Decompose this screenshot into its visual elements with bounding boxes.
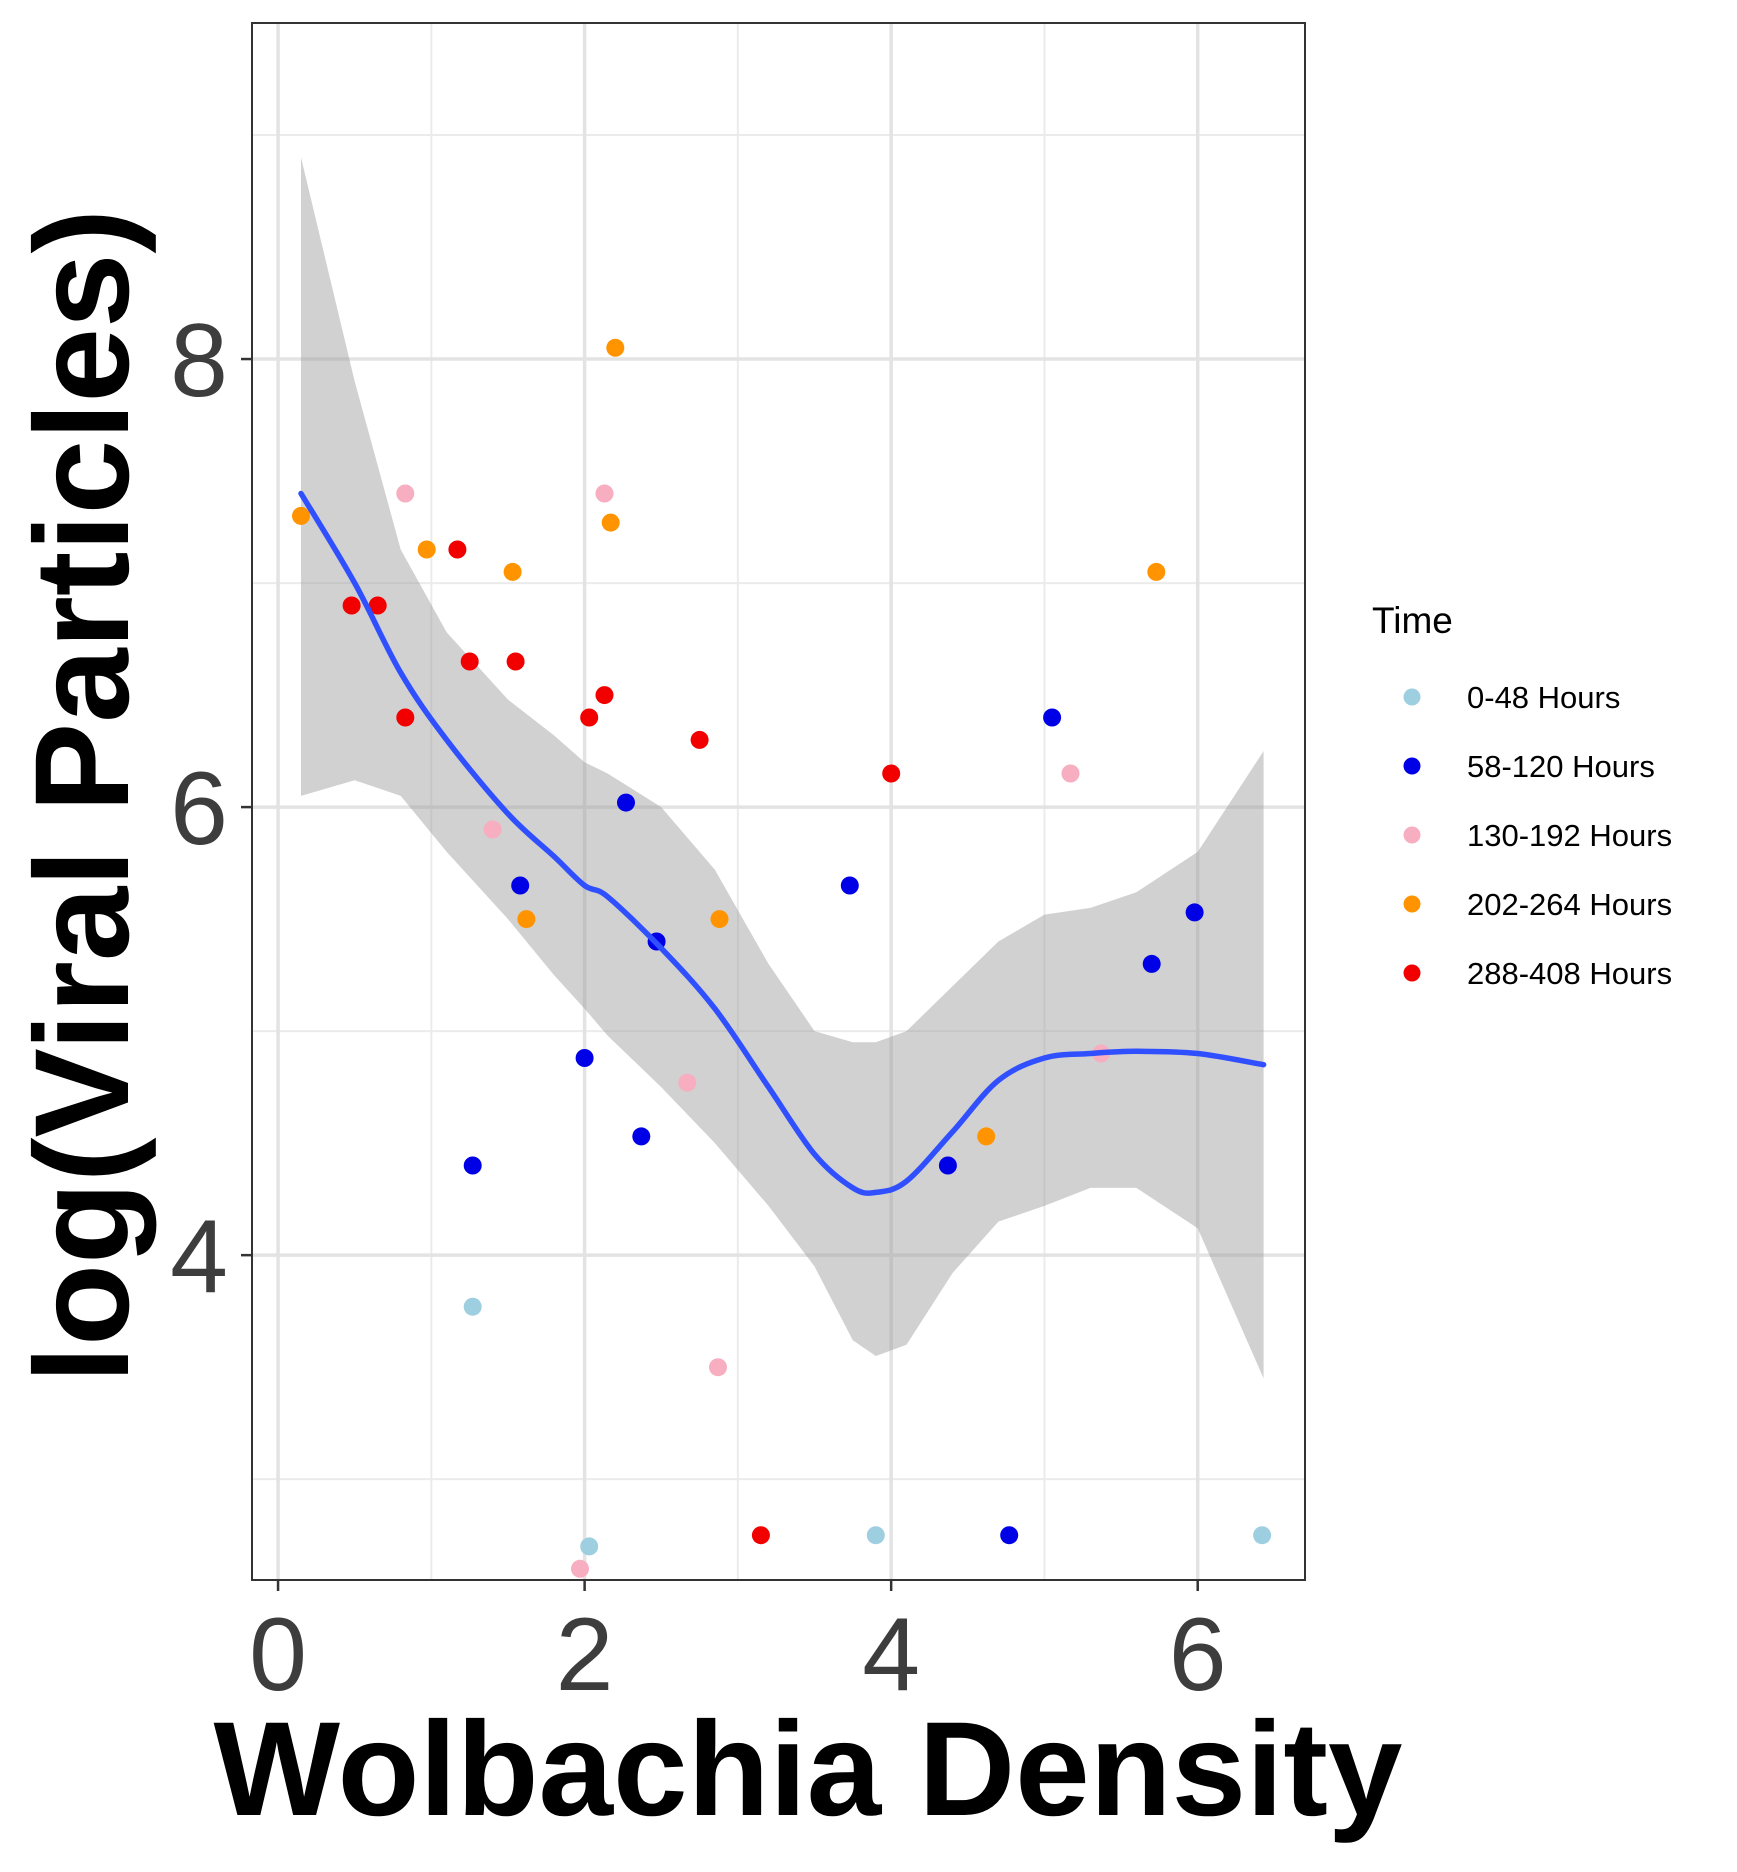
- data-point: [1142, 954, 1161, 973]
- y-tick-label: 4: [170, 1199, 228, 1315]
- data-point: [606, 338, 625, 357]
- legend-label: 202-264 Hours: [1467, 887, 1672, 922]
- confidence-band: [301, 157, 1264, 1379]
- series-2: [463, 708, 1204, 1545]
- legend-label: 288-408 Hours: [1467, 956, 1672, 991]
- legend-label: 130-192 Hours: [1467, 818, 1672, 853]
- data-point: [463, 1156, 482, 1175]
- data-point: [1043, 708, 1062, 727]
- data-point: [511, 876, 530, 895]
- series-1: [463, 1297, 1272, 1556]
- grid-lines: [252, 23, 1305, 1580]
- data-point: [690, 730, 709, 749]
- legend-key: [1403, 895, 1421, 913]
- x-tick-label: 6: [1169, 1597, 1227, 1713]
- data-points: [292, 338, 1272, 1578]
- data-point: [1000, 1526, 1019, 1545]
- axes: 0 2 4 6 4 6 8: [170, 303, 1226, 1713]
- legend-items: 0-48 Hours 58-120 Hours 130-192 Hours 202-2…: [1403, 680, 1672, 991]
- data-point: [709, 1358, 727, 1377]
- y-tick-label: 6: [170, 751, 228, 867]
- data-point: [368, 596, 387, 615]
- smooth-line: [298, 490, 1267, 1196]
- x-tick-label: 2: [556, 1597, 614, 1713]
- plot-panel: [252, 23, 1305, 1580]
- data-point: [417, 540, 436, 559]
- data-point: [601, 513, 620, 532]
- legend-item: 202-264 Hours: [1403, 887, 1672, 922]
- y-axis-title: log(Viral Particles): [8, 209, 157, 1383]
- legend-key: [1403, 826, 1421, 844]
- series-5: [342, 540, 901, 1545]
- series-4: [292, 338, 1166, 1146]
- data-point: [678, 1073, 697, 1092]
- data-point: [595, 686, 614, 705]
- data-point: [396, 708, 415, 727]
- data-point: [506, 652, 525, 671]
- data-point: [1147, 562, 1166, 581]
- data-point: [632, 1127, 651, 1146]
- data-point: [448, 540, 467, 559]
- x-axis-title: Wolbachia Density: [214, 1695, 1403, 1844]
- data-point: [460, 652, 479, 671]
- legend-title: Time: [1372, 600, 1453, 641]
- smooth-line-layer: [298, 490, 1267, 1196]
- data-point: [595, 484, 614, 503]
- data-point: [1253, 1526, 1272, 1545]
- data-point: [517, 910, 536, 929]
- legend-key: [1403, 757, 1421, 775]
- legend-item: 0-48 Hours: [1403, 680, 1620, 715]
- data-point: [1185, 903, 1204, 922]
- legend-label: 58-120 Hours: [1467, 749, 1655, 784]
- plot-panel-border: [251, 22, 1306, 1581]
- data-point: [866, 1526, 885, 1545]
- data-point: [571, 1559, 589, 1578]
- confidence-ribbon: [301, 157, 1264, 1379]
- data-point: [977, 1127, 996, 1146]
- data-point: [292, 506, 310, 525]
- legend-key: [1403, 964, 1421, 982]
- data-point: [580, 1537, 599, 1556]
- legend-key: [1403, 688, 1421, 706]
- data-point: [483, 820, 502, 839]
- x-tick-label: 4: [862, 1597, 920, 1713]
- data-point: [938, 1156, 957, 1175]
- data-point: [342, 596, 361, 615]
- legend-label: 0-48 Hours: [1467, 680, 1620, 715]
- data-point: [1061, 764, 1080, 783]
- data-point: [463, 1297, 482, 1316]
- data-point: [882, 764, 901, 783]
- data-point: [751, 1526, 770, 1545]
- legend-item: 130-192 Hours: [1403, 818, 1672, 853]
- legend-item: 288-408 Hours: [1403, 956, 1672, 991]
- x-tick-label: 0: [249, 1597, 307, 1713]
- data-point: [396, 484, 415, 503]
- series-3: [396, 484, 1111, 1578]
- data-point: [617, 793, 635, 812]
- legend: Time 0-48 Hours 58-120 Hours 130-192 Hours…: [1372, 600, 1672, 991]
- data-point: [840, 876, 859, 895]
- data-point: [580, 708, 599, 727]
- y-tick-label: 8: [170, 303, 228, 419]
- legend-item: 58-120 Hours: [1403, 749, 1655, 784]
- data-point: [575, 1049, 594, 1067]
- data-point: [710, 910, 729, 929]
- data-point: [503, 562, 522, 581]
